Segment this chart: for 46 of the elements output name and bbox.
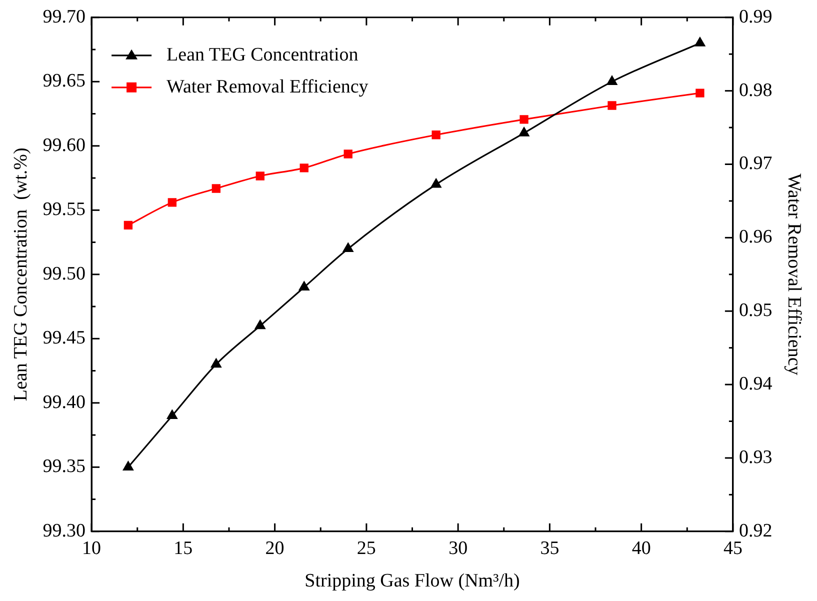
point xyxy=(299,281,310,291)
y2-tick-label: 0.95 xyxy=(738,300,772,322)
x-axis-title: Stripping Gas Flow (Nm³/h) xyxy=(304,570,520,592)
point xyxy=(344,150,352,158)
x-tick-label: 20 xyxy=(265,538,284,559)
point xyxy=(432,130,440,140)
point xyxy=(430,178,442,188)
point xyxy=(168,198,177,207)
point xyxy=(520,115,528,124)
x-tick-label: 30 xyxy=(448,538,468,559)
y-axis-title: Lean TEG Concentration (wt.%) xyxy=(10,148,32,402)
y2-tick-label: 0.96 xyxy=(738,226,772,248)
x-tick-label: 25 xyxy=(356,538,376,559)
y-tick-label: 99.45 xyxy=(42,328,86,349)
x-tick-label: 15 xyxy=(174,538,193,559)
point xyxy=(123,461,134,470)
x-tick-label: 35 xyxy=(540,538,560,559)
point xyxy=(606,76,618,85)
y-tick-label: 99.70 xyxy=(42,6,86,28)
point xyxy=(256,172,264,180)
point xyxy=(167,410,178,420)
point xyxy=(212,184,220,193)
point xyxy=(255,320,266,330)
point xyxy=(342,242,354,252)
x-tick-label: 40 xyxy=(632,538,651,559)
legend-label: Lean TEG Concentration xyxy=(166,44,359,66)
y2-tick-label: 0.94 xyxy=(738,374,773,395)
point xyxy=(124,220,133,230)
y-tick-label: 99.65 xyxy=(42,70,86,92)
y2-tick-label: 0.93 xyxy=(738,446,772,468)
y-tick-label: 99.50 xyxy=(42,263,86,284)
y-tick-label: 99.35 xyxy=(42,456,86,478)
point xyxy=(211,358,222,368)
y2-tick-label: 0.99 xyxy=(738,6,772,28)
point xyxy=(696,88,704,98)
legend-label: Water Removal Efficiency xyxy=(166,76,369,98)
y-tick-label: 99.40 xyxy=(42,392,86,413)
y-tick-label: 99.55 xyxy=(42,199,86,220)
y2-axis-title: Water Removal Efficiency xyxy=(784,174,805,376)
point xyxy=(300,164,308,172)
point xyxy=(694,37,706,46)
y2-tick-label: 0.97 xyxy=(738,153,772,174)
y-tick-label: 99.60 xyxy=(42,134,86,156)
y2-tick-label: 0.98 xyxy=(738,80,772,101)
point xyxy=(608,101,616,110)
point xyxy=(518,127,530,136)
